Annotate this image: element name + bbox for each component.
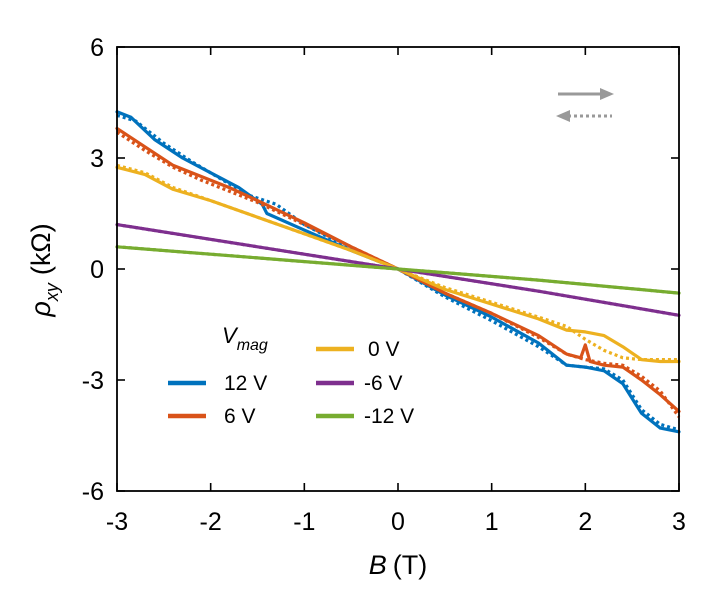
legend-label-0v: 0 V [368, 338, 400, 361]
series-6v-dotted [116, 130, 681, 418]
sweep-up-arrowhead-icon [600, 88, 614, 100]
x-tick-label: 2 [578, 508, 592, 536]
y-axis-subscript: xy [42, 282, 62, 302]
series-0v-dotted [116, 163, 679, 362]
x-tick-label: 1 [485, 508, 499, 536]
y-tick-label: 3 [90, 145, 104, 173]
legend-title: Vmag [222, 323, 268, 354]
x-tick-label: -1 [293, 508, 315, 536]
y-axis-symbol: ρ [26, 301, 56, 317]
y-axis-unit: (kΩ) [26, 223, 56, 275]
plot-lines [115, 110, 681, 434]
x-tick-label: -3 [106, 508, 128, 536]
y-tick-label: -6 [82, 478, 104, 506]
series-neg12v-solid [115, 245, 681, 295]
arrow-legend [556, 88, 614, 122]
legend: Vmag 12 V 6 V 0 V -6 V -12 V [168, 323, 414, 428]
legend-title-subscript: mag [237, 337, 268, 354]
series-0v-solid [115, 165, 681, 364]
x-axis-label: B (T) [369, 550, 428, 580]
x-axis-symbol: B [369, 550, 387, 580]
y-tick-label: -3 [82, 367, 104, 395]
x-tick-label: -2 [200, 508, 222, 536]
legend-label-neg12v: -12 V [364, 405, 414, 428]
legend-label-neg6v: -6 V [364, 372, 403, 395]
x-tick-label: 0 [391, 508, 405, 536]
legend-label-12v: 12 V [224, 372, 267, 395]
x-tick-label: 3 [672, 508, 686, 536]
y-tick-label: 0 [90, 256, 104, 284]
y-axis-label: ρxy (kΩ) [26, 223, 62, 317]
legend-title-main: V [222, 323, 239, 348]
y-tick-label: 6 [90, 34, 104, 62]
series-6v-solid [115, 126, 681, 413]
legend-label-6v: 6 V [224, 405, 256, 428]
sweep-down-arrowhead-icon [556, 110, 570, 122]
x-axis-unit: (T) [393, 550, 427, 580]
